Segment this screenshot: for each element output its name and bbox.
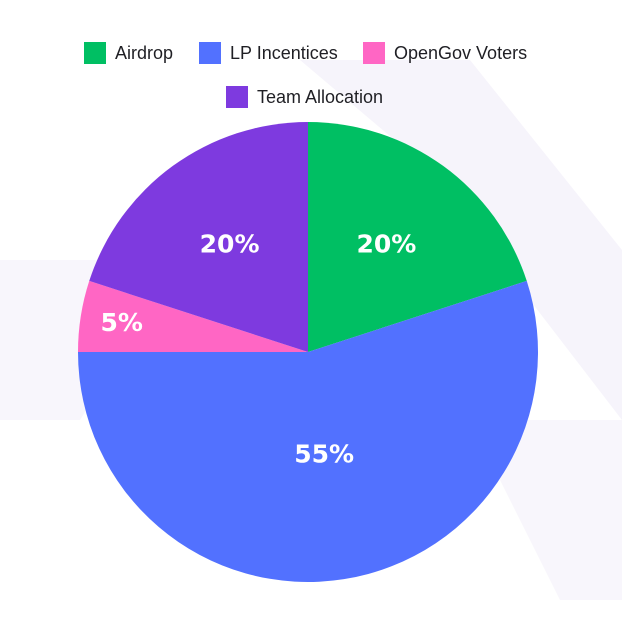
legend-label: LP Incentices: [230, 42, 338, 63]
slice-value-label-opengov-voters: 5%: [100, 308, 142, 337]
legend-item-opengov-voters[interactable]: OpenGov Voters: [363, 42, 527, 64]
legend-label: Airdrop: [115, 42, 174, 63]
pie-slice-team-allocation[interactable]: [89, 122, 308, 352]
legend-swatch: [199, 42, 221, 64]
legend-item-lp-incentices[interactable]: LP Incentices: [199, 42, 338, 64]
pie-slice-lp-incentices[interactable]: [78, 280, 538, 583]
slice-value-label-airdrop: 20%: [356, 230, 416, 259]
legend-swatch: [363, 42, 385, 64]
legend-label: OpenGov Voters: [394, 42, 528, 63]
pie-slice-airdrop[interactable]: [308, 122, 527, 352]
legend-item-airdrop[interactable]: Airdrop: [84, 42, 173, 64]
chart-legend: Airdrop LP Incentices OpenGov Voters Tea…: [0, 0, 622, 120]
slice-value-label-lp-incentices: 55%: [294, 440, 354, 469]
legend-swatch: [226, 86, 248, 108]
pie-slice-opengov-voters[interactable]: [78, 280, 308, 352]
slice-value-label-team-allocation: 20%: [200, 230, 260, 259]
legend-label: Team Allocation: [257, 86, 384, 107]
legend-swatch: [84, 42, 106, 64]
legend-item-team-allocation[interactable]: Team Allocation: [226, 86, 383, 108]
